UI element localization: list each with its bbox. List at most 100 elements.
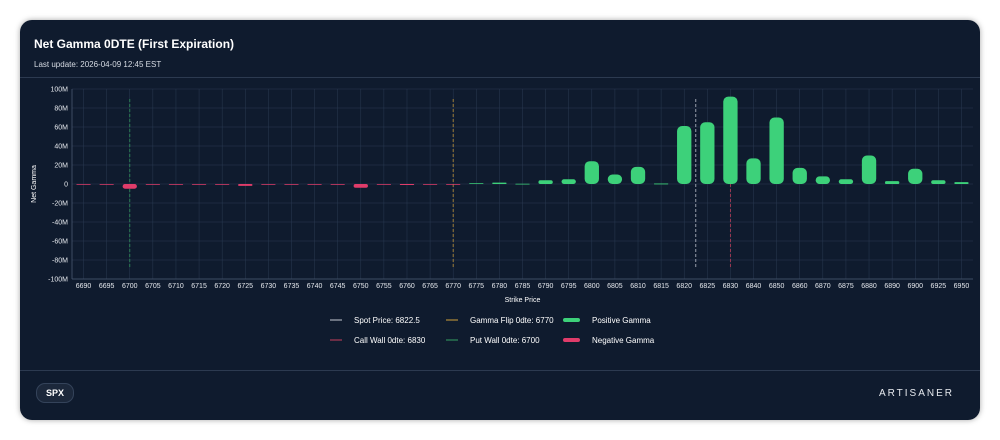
x-tick-label: 6790 — [538, 283, 554, 290]
legend-item[interactable]: Spot Price: 6822.5 — [330, 316, 420, 325]
legend-item[interactable]: Gamma Flip 0dte: 6770 — [446, 316, 554, 325]
x-tick-label: 6695 — [99, 283, 115, 290]
x-tick-label: 6730 — [261, 283, 277, 290]
bar-6795[interactable] — [561, 179, 576, 184]
chart-title: Net Gamma 0DTE (First Expiration) — [34, 37, 235, 51]
x-tick-label: 6830 — [723, 283, 739, 290]
legend-label: Positive Gamma — [592, 316, 651, 325]
y-tick-label: -40M — [52, 220, 68, 227]
bar-6705[interactable] — [145, 184, 161, 185]
y-tick-label: 40M — [54, 144, 68, 151]
bar-6765[interactable] — [422, 184, 438, 185]
y-tick-label: 0 — [64, 182, 68, 189]
bar-6745[interactable] — [330, 184, 345, 185]
legend-swatch — [563, 318, 580, 322]
bar-6950[interactable] — [954, 182, 969, 184]
bar-6730[interactable] — [261, 184, 276, 185]
x-tick-label: 6770 — [445, 283, 461, 290]
bar-6755[interactable] — [376, 184, 392, 185]
x-tick-label: 6725 — [237, 283, 253, 290]
x-tick-label: 6750 — [353, 283, 369, 290]
x-tick-label: 6745 — [330, 283, 346, 290]
bar-6880[interactable] — [861, 155, 877, 185]
ticker-button[interactable]: SPX — [36, 383, 74, 403]
bar-6710[interactable] — [168, 184, 184, 185]
bar-6840[interactable] — [746, 158, 761, 184]
bar-6785[interactable] — [515, 183, 530, 185]
bar-6775[interactable] — [469, 183, 484, 185]
bar-6870[interactable] — [815, 176, 830, 184]
x-tick-label: 6720 — [214, 283, 230, 290]
bar-6815[interactable] — [653, 183, 669, 185]
bar-6925[interactable] — [931, 180, 946, 184]
bar-6695[interactable] — [99, 184, 114, 185]
bar-6780[interactable] — [492, 182, 507, 184]
y-tick-label: 60M — [54, 125, 68, 132]
bar-6810[interactable] — [630, 166, 646, 184]
x-tick-label: 6875 — [838, 283, 854, 290]
x-tick-label: 6780 — [492, 283, 508, 290]
legend-label: Negative Gamma — [592, 336, 655, 345]
bar-6890[interactable] — [884, 181, 900, 184]
x-tick-label: 6755 — [376, 283, 392, 290]
bar-6715[interactable] — [191, 184, 207, 185]
x-tick-label: 6890 — [884, 283, 900, 290]
x-tick-label: 6800 — [584, 283, 600, 290]
bars — [76, 96, 969, 189]
bar-6825[interactable] — [700, 122, 715, 184]
x-tick-label: 6860 — [792, 283, 808, 290]
legend-label: Spot Price: 6822.5 — [354, 316, 420, 325]
bar-6830[interactable] — [723, 96, 738, 184]
bar-6740[interactable] — [307, 184, 322, 185]
bar-6790[interactable] — [538, 180, 553, 184]
brand-logo: ARTISANER — [878, 388, 954, 399]
y-tick-label: 80M — [54, 106, 68, 113]
bar-6800[interactable] — [584, 161, 599, 184]
bar-6850[interactable] — [769, 117, 784, 185]
x-tick-label: 6785 — [515, 283, 531, 290]
legend-item[interactable]: Positive Gamma — [563, 316, 651, 325]
x-tick-label: 6820 — [676, 283, 692, 290]
x-tick-label: 6900 — [907, 283, 923, 290]
bar-6725[interactable] — [238, 184, 253, 186]
x-tick-label: 6710 — [168, 283, 184, 290]
bar-6820[interactable] — [677, 126, 692, 184]
x-tick-label: 6805 — [607, 283, 623, 290]
x-tick-label: 6700 — [122, 283, 138, 290]
footer-divider — [20, 370, 980, 371]
bar-6900[interactable] — [908, 168, 923, 184]
legend: Spot Price: 6822.5 Gamma Flip 0dte: 6770 P… — [330, 316, 655, 345]
x-tick-label: 6760 — [399, 283, 415, 290]
bar-6720[interactable] — [215, 184, 230, 185]
x-tick-label: 6715 — [191, 283, 207, 290]
net-gamma-chart: 100M 80M 60M 40M 20M 0 -20M -40M -60M -80M -100M 6… — [31, 87, 973, 345]
bar-6760[interactable] — [399, 184, 415, 185]
x-tick-label: 6735 — [284, 283, 300, 290]
x-tick-label: 6690 — [76, 283, 92, 290]
legend-label: Put Wall 0dte: 6700 — [470, 336, 540, 345]
legend-item[interactable]: Call Wall 0dte: 6830 — [330, 336, 426, 345]
bar-6770[interactable] — [446, 184, 461, 185]
x-tick-label: 6815 — [653, 283, 669, 290]
legend-item[interactable]: Put Wall 0dte: 6700 — [446, 336, 540, 345]
legend-label: Gamma Flip 0dte: 6770 — [470, 316, 554, 325]
y-tick-label: -100M — [48, 277, 68, 284]
x-tick-label: 6775 — [469, 283, 485, 290]
header-divider — [20, 77, 980, 78]
bar-6875[interactable] — [838, 179, 854, 184]
y-tick-label: 100M — [50, 87, 68, 94]
bar-6805[interactable] — [607, 174, 623, 185]
x-tick-label: 6850 — [769, 283, 785, 290]
bar-6690[interactable] — [76, 184, 91, 185]
bar-6735[interactable] — [284, 184, 299, 185]
x-tick-label: 6840 — [746, 283, 762, 290]
last-update-text: Last update: 2026-04-09 12:45 EST — [34, 60, 162, 69]
x-tick-label: 6825 — [700, 283, 716, 290]
legend-label: Call Wall 0dte: 6830 — [354, 336, 426, 345]
x-tick-label: 6705 — [145, 283, 161, 290]
bar-6750[interactable] — [353, 184, 368, 188]
legend-item[interactable]: Negative Gamma — [563, 336, 655, 345]
bar-6700[interactable] — [122, 184, 137, 189]
bar-6860[interactable] — [792, 167, 807, 184]
x-tick-label: 6810 — [630, 283, 646, 290]
